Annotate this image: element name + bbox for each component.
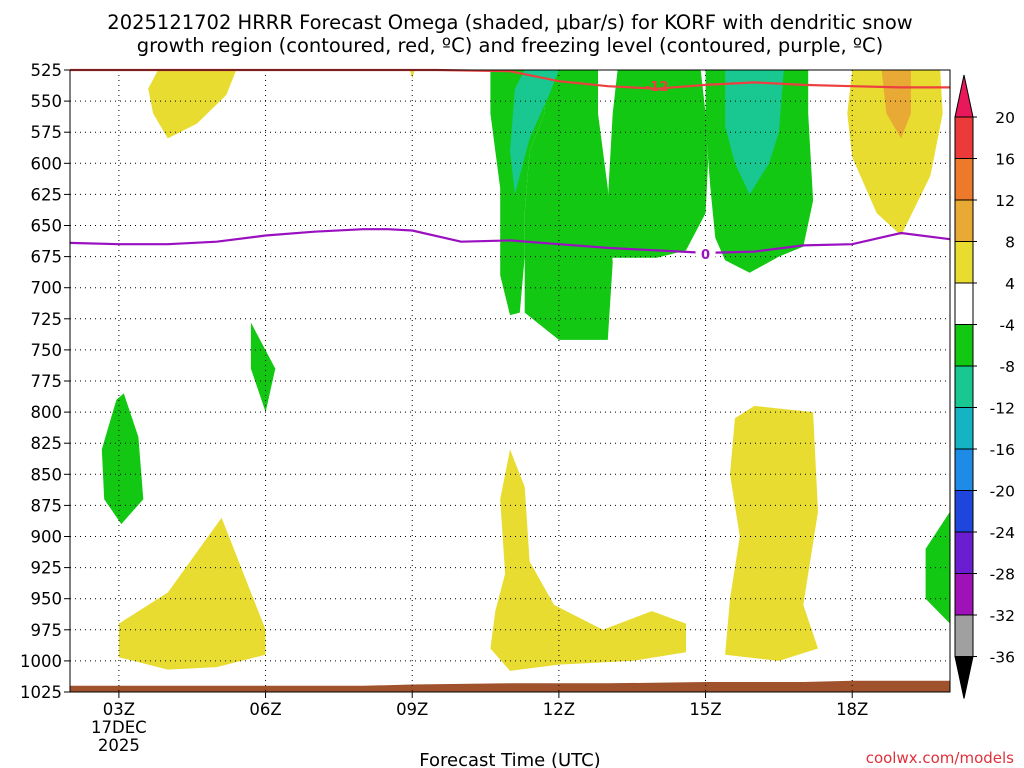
y-tick-label: 1025	[20, 683, 62, 702]
colorbar-label: -12	[990, 400, 1015, 418]
y-tick-label: 675	[31, 248, 63, 267]
y-tick-label: 825	[31, 434, 63, 453]
y-tick-label: 725	[31, 310, 63, 329]
x-tick-year: 2025	[98, 736, 140, 755]
y-tick-label: 600	[31, 154, 63, 173]
omega-region-6	[607, 70, 708, 258]
colorbar-box	[954, 158, 974, 201]
colorbar-box	[954, 614, 974, 657]
colorbar-label: -4	[1000, 317, 1015, 335]
omega-region-1	[409, 70, 415, 79]
omega-region-5	[524, 70, 613, 340]
grid-lines	[70, 70, 950, 692]
contour-line-1	[69, 228, 951, 255]
colorbar-box	[954, 282, 974, 325]
y-tick-label: 950	[31, 590, 63, 609]
omega-region-8	[250, 322, 276, 413]
y-tick-label: 875	[31, 496, 63, 515]
x-tick-label: 15Z	[689, 700, 721, 719]
colorbar-box	[954, 116, 974, 159]
omega-region-9	[101, 393, 144, 525]
omega-region-15	[725, 405, 818, 661]
x-tick-label: 12Z	[543, 700, 575, 719]
y-tick-label: 525	[31, 61, 63, 80]
y-tick-label: 775	[31, 372, 63, 391]
colorbar-box	[954, 407, 974, 450]
y-tick-label: 700	[31, 279, 63, 298]
colorbar-box	[954, 324, 974, 367]
omega-region-2	[847, 70, 943, 236]
colorbar-label: -16	[990, 441, 1015, 459]
omega-region-10	[925, 511, 950, 624]
colorbar-box	[954, 490, 974, 533]
chart-title-line2: growth region (contoured, red, ºC) and f…	[137, 34, 884, 57]
contour-label-1: 0	[701, 248, 710, 263]
y-tick-label: 1000	[20, 652, 62, 671]
omega-region-13	[118, 517, 266, 670]
colorbar-bottom-triangle	[954, 656, 974, 699]
y-tick-label: 625	[31, 185, 63, 204]
colorbar-label: -36	[990, 649, 1015, 667]
chart-title-line1: 2025121702 HRRR Forecast Omega (shaded, …	[107, 11, 912, 34]
x-tick-label: 06Z	[249, 700, 281, 719]
colorbar-legend: 20 16 12 8 4 -4 -8 -12 -16 -20 -24 -28 -32 -36	[954, 74, 1015, 699]
colorbar-label: -8	[1000, 358, 1015, 376]
terrain-shading	[70, 680, 950, 692]
contour-lines: -12 0	[69, 68, 951, 263]
y-axis: 525 550 575 600 625 650 675 700 725 750 775 800 825 8…	[20, 61, 70, 702]
omega-region-4	[490, 70, 550, 316]
colorbar-label: 8	[1005, 234, 1015, 252]
omega-shading	[101, 70, 950, 671]
x-tick-label: 18Z	[836, 700, 868, 719]
credit-text[interactable]: coolwx.com/models	[866, 749, 1014, 767]
colorbar-label: -28	[990, 566, 1015, 584]
colorbar-box	[954, 199, 974, 242]
omega-region-14	[490, 449, 686, 671]
colorbar-label: -24	[990, 524, 1015, 542]
x-tick-label: 03Z	[103, 700, 135, 719]
colorbar-box	[954, 573, 974, 616]
y-tick-label: 850	[31, 465, 63, 484]
y-tick-label: 975	[31, 621, 63, 640]
colorbar-top-triangle	[954, 74, 974, 118]
omega-region-11	[510, 70, 559, 195]
omega-region-0	[148, 70, 237, 139]
colorbar-label: -20	[990, 483, 1015, 501]
y-tick-label: 650	[31, 217, 63, 236]
colorbar-label: -32	[990, 607, 1015, 625]
y-tick-label: 550	[31, 92, 63, 111]
x-tick-date: 17DEC	[91, 718, 147, 737]
colorbar-box	[954, 448, 974, 491]
x-tick-label: 09Z	[396, 700, 428, 719]
colorbar-box	[954, 241, 974, 284]
colorbar-box	[954, 365, 974, 408]
contour-label-0: -12	[645, 80, 669, 95]
y-tick-label: 900	[31, 528, 63, 547]
colorbar-label: 12	[995, 192, 1015, 210]
y-tick-label: 925	[31, 559, 63, 578]
y-tick-label: 750	[31, 341, 63, 360]
terrain-band	[70, 680, 950, 692]
colorbar-label: 4	[1005, 275, 1015, 293]
y-tick-label: 575	[31, 123, 63, 142]
colorbar-label: 20	[995, 109, 1015, 127]
omega-region-12	[725, 70, 784, 195]
y-tick-label: 800	[31, 403, 63, 422]
contour-label-bg	[695, 247, 716, 262]
colorbar-box	[954, 531, 974, 574]
x-axis-label: Forecast Time (UTC)	[419, 750, 600, 768]
colorbar-label: 16	[995, 151, 1015, 169]
plot-area: -12 0	[69, 68, 951, 693]
